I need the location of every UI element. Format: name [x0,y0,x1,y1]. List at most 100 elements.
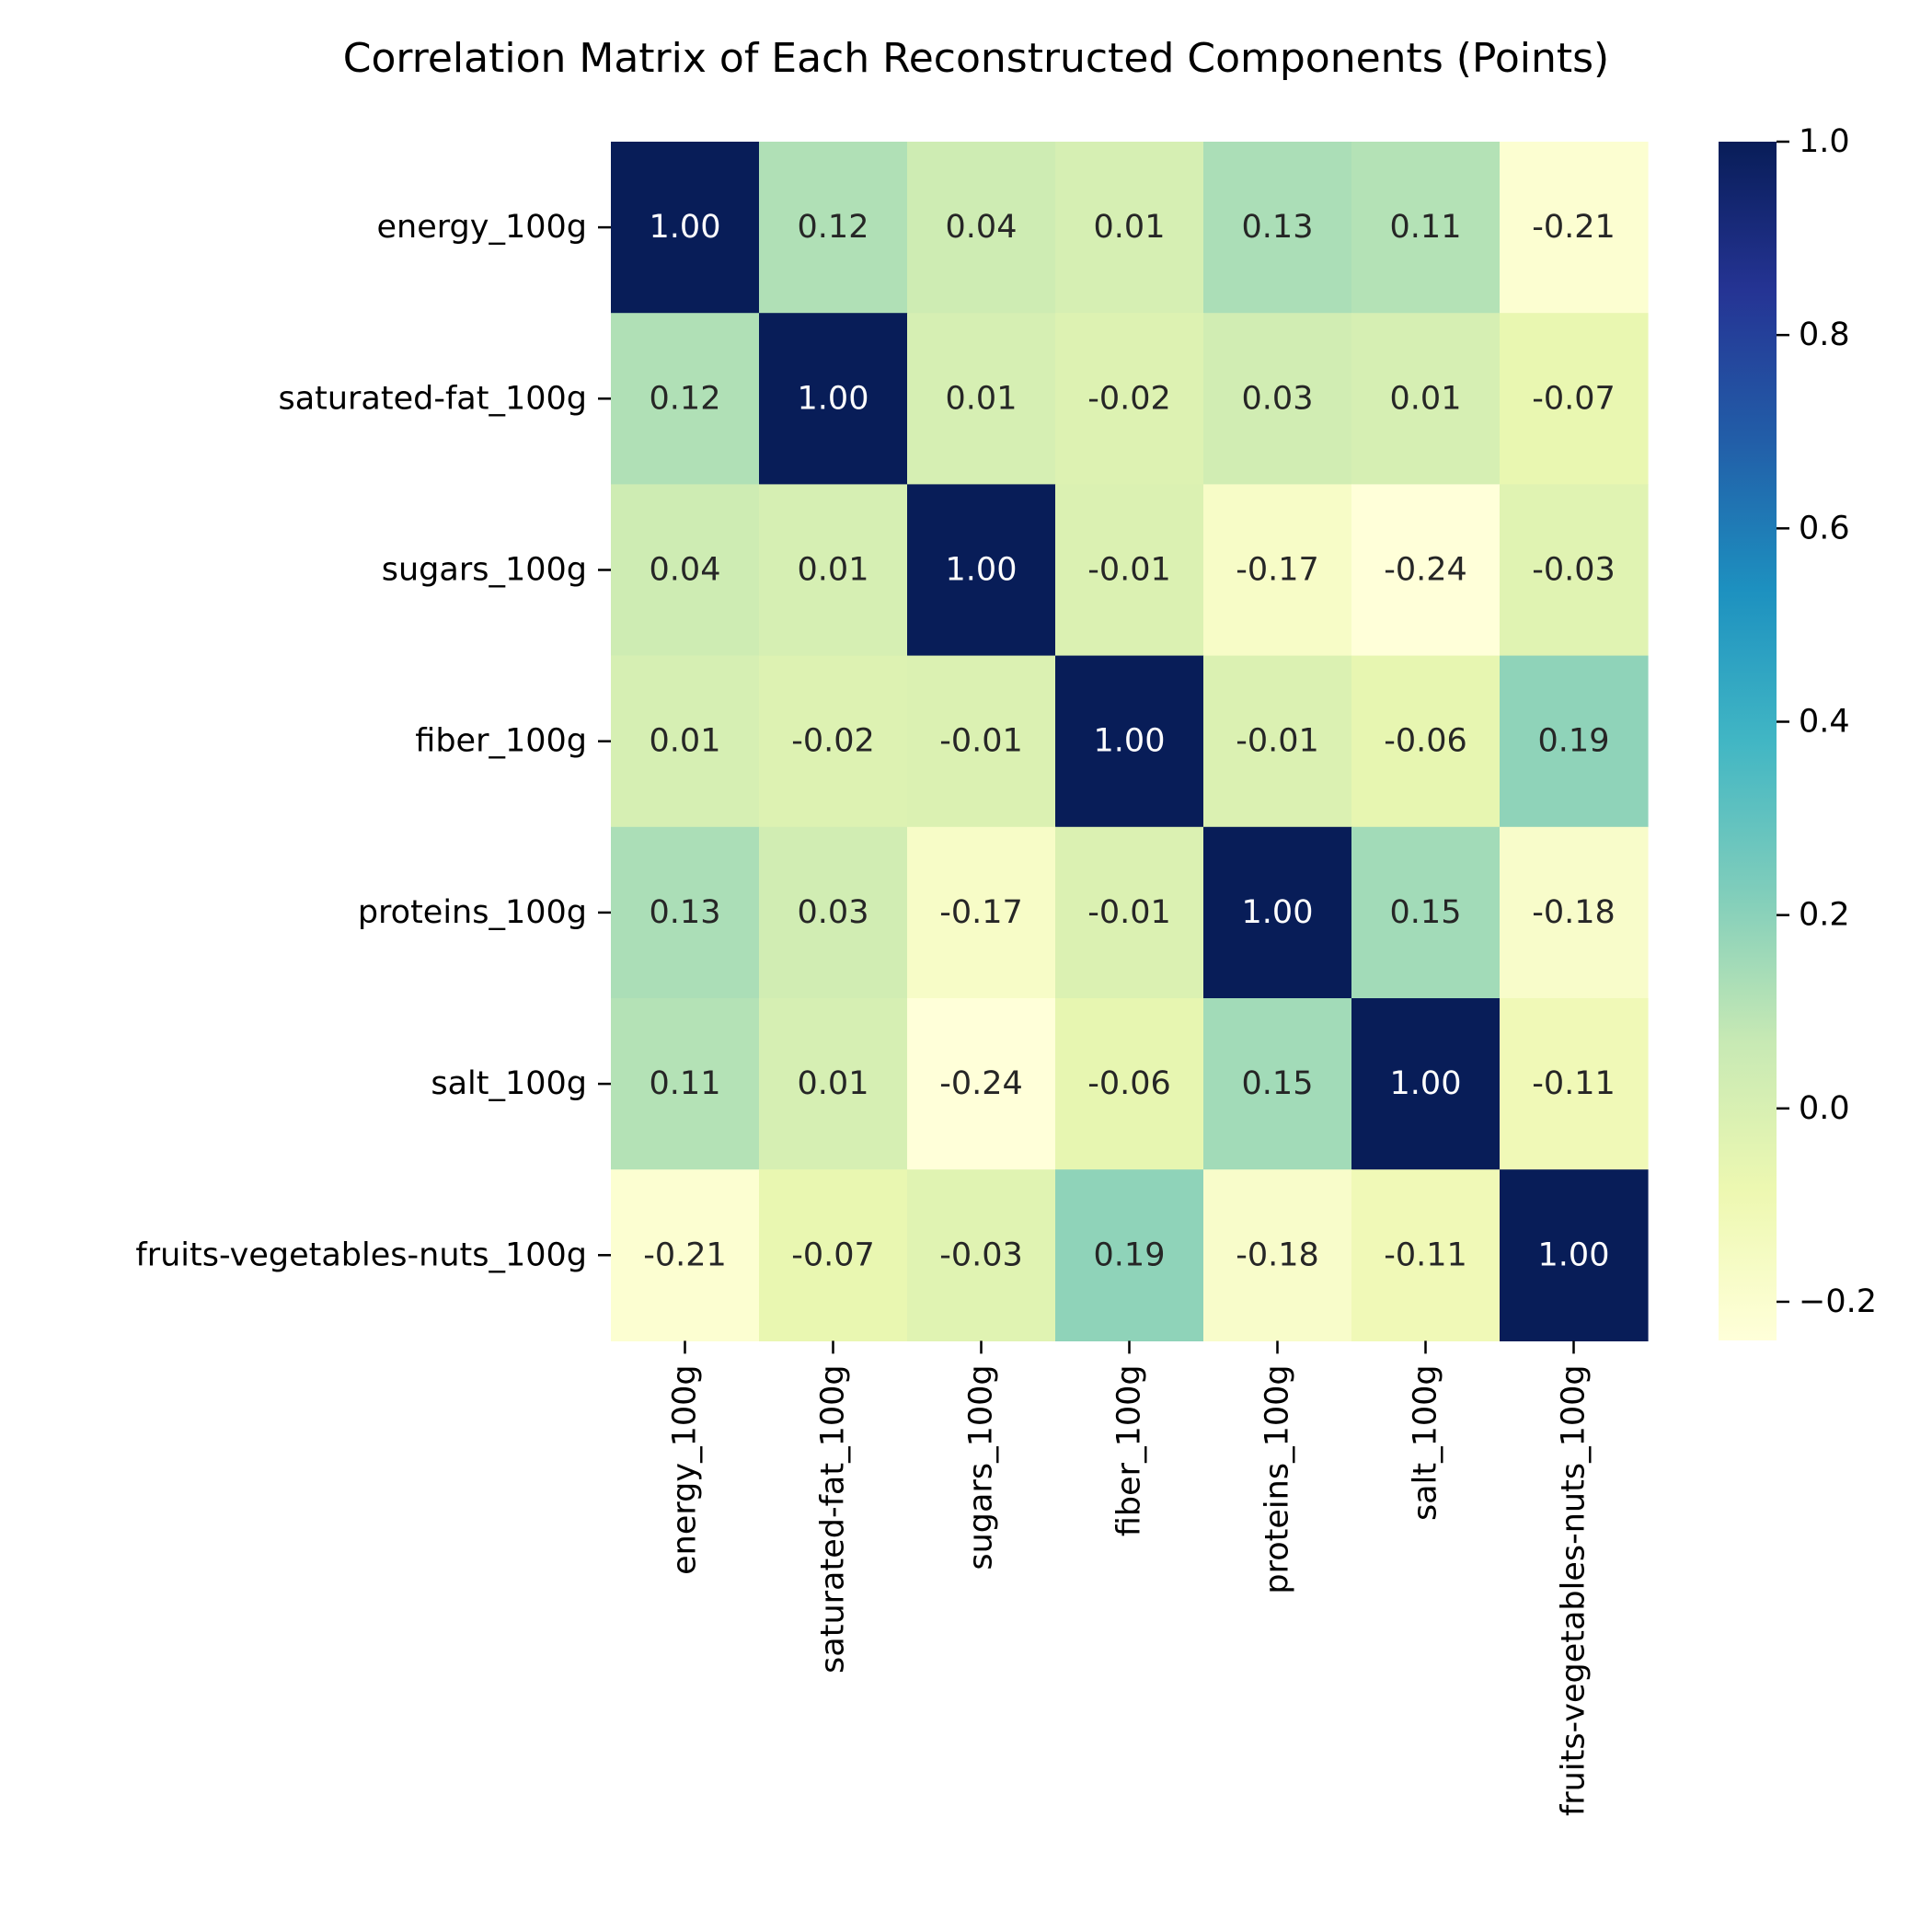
heatmap-cell [1203,998,1352,1170]
heatmap-cell [611,826,760,999]
cell-value-label: 0.12 [650,380,721,417]
cell-value-label: 1.00 [1094,723,1166,760]
cell-value-label: 0.13 [650,894,721,931]
cell-value-label: 0.01 [798,552,869,589]
heatmap-cell [1055,1169,1204,1341]
colorbar-tick-label: −0.2 [1799,1283,1877,1320]
cell-value-label: -0.06 [1087,1065,1171,1102]
heatmap-cell [1055,142,1204,314]
cell-value-label: 0.19 [1538,723,1610,760]
heatmap-cell [1203,826,1352,999]
cell-value-label: 1.00 [1538,1236,1610,1273]
cell-value-label: -0.24 [939,1065,1023,1102]
cell-value-label: -0.01 [939,723,1023,760]
cell-value-label: -0.03 [939,1236,1023,1273]
heatmap-cell [1055,484,1204,657]
cell-value-label: 0.11 [650,1065,721,1102]
heatmap-cell [907,142,1056,314]
x-tick-label: sugars_100g [963,1364,1000,1570]
cell-value-label: 1.00 [650,209,721,246]
cell-value-label: -0.17 [1236,552,1319,589]
y-tick-label: energy_100g [377,209,587,246]
cell-value-label: 0.01 [1390,380,1462,417]
heatmap-cell [1055,998,1204,1170]
heatmap-cell [1351,313,1501,485]
column-axis: energy_100g saturated-fat_100g sugars_100g… [667,1340,1593,1816]
x-tick-label: fiber_100g [1111,1364,1148,1536]
colorbar: −0.2 0.0 0.2 0.4 0.6 0.8 1.0 [1719,123,1877,1340]
cell-value-label: -0.11 [1384,1236,1467,1273]
heatmap-cell [907,1169,1056,1341]
cell-value-label: -0.24 [1384,552,1467,589]
heatmap-cell [1055,313,1204,485]
cell-value-label: 0.04 [946,209,1018,246]
heatmap-cell [1500,1169,1649,1341]
colorbar-tick-label: 0.8 [1799,316,1850,353]
y-tick-label: salt_100g [431,1065,587,1102]
cell-value-label: 0.19 [1094,1236,1166,1273]
cell-value-label: 1.00 [1242,894,1314,931]
cell-value-label: 0.12 [798,209,869,246]
heatmap-cell [759,655,908,828]
colorbar-tick-label: 0.2 [1799,897,1850,934]
heatmap-cell [1351,998,1501,1170]
heatmap-cell [1055,655,1204,828]
cell-value-label: -0.21 [643,1236,727,1273]
heatmap-cell [1203,1169,1352,1341]
heatmap-cell [759,484,908,657]
heatmap-cell [907,313,1056,485]
heatmap-cell [1351,1169,1501,1341]
cell-value-label: -0.11 [1532,1065,1616,1102]
x-tick-label: proteins_100g [1259,1364,1296,1593]
heatmap-cell [1500,313,1649,485]
cell-value-label: 0.01 [798,1065,869,1102]
cell-value-label: 0.01 [1094,209,1166,246]
cell-value-label: 0.03 [1242,380,1314,417]
cell-value-label: 0.01 [946,380,1018,417]
y-tick-label: sugars_100g [382,552,587,589]
cell-value-label: 0.15 [1390,894,1462,931]
heatmap-cell [907,826,1056,999]
cell-value-label: -0.06 [1384,723,1467,760]
row-axis: energy_100g saturated-fat_100g sugars_100g… [135,209,611,1273]
y-tick-label: saturated-fat_100g [278,380,587,417]
heatmap-cells: 1.00 0.12 0.04 0.01 0.13 0.11 -0.21 0.12 1.00 0.0… [611,142,1649,1341]
heatmap-cell [907,998,1056,1170]
heatmap-cell [611,1169,760,1341]
x-tick-label: saturated-fat_100g [815,1364,852,1673]
heatmap-cell [907,484,1056,657]
heatmap-cell [1500,484,1649,657]
cell-value-label: -0.01 [1087,894,1171,931]
cell-value-label: 1.00 [946,552,1018,589]
heatmap-cell [611,655,760,828]
heatmap-cell [1351,655,1501,828]
heatmap-cell [1203,142,1352,314]
cell-value-label: 0.01 [650,723,721,760]
colorbar-tick-label: 0.0 [1799,1090,1850,1127]
heatmap-cell [759,1169,908,1341]
cell-value-label: -0.18 [1236,1236,1319,1273]
cell-value-label: 1.00 [1390,1065,1462,1102]
cell-value-label: -0.21 [1532,209,1616,246]
heatmap-cell [1500,998,1649,1170]
colorbar-gradient [1719,142,1777,1340]
heatmap-cell [611,142,760,314]
cell-value-label: 0.03 [798,894,869,931]
heatmap-cell [611,313,760,485]
colorbar-tick-label: 0.4 [1799,703,1850,740]
x-tick-label: energy_100g [667,1364,704,1574]
cell-value-label: -0.02 [1087,380,1171,417]
heatmap-cell [1203,484,1352,657]
cell-value-label: 1.00 [798,380,869,417]
heatmap-cell [759,142,908,314]
cell-value-label: 0.15 [1242,1065,1314,1102]
cell-value-label: -0.18 [1532,894,1616,931]
heatmap-cell [611,484,760,657]
y-tick-label: proteins_100g [358,894,587,931]
colorbar-tick-label: 0.6 [1799,510,1850,546]
chart-title: Correlation Matrix of Each Reconstructed… [343,35,1609,82]
x-tick-label: salt_100g [1408,1364,1444,1521]
heatmap-cell [759,313,908,485]
heatmap-cell [1203,313,1352,485]
